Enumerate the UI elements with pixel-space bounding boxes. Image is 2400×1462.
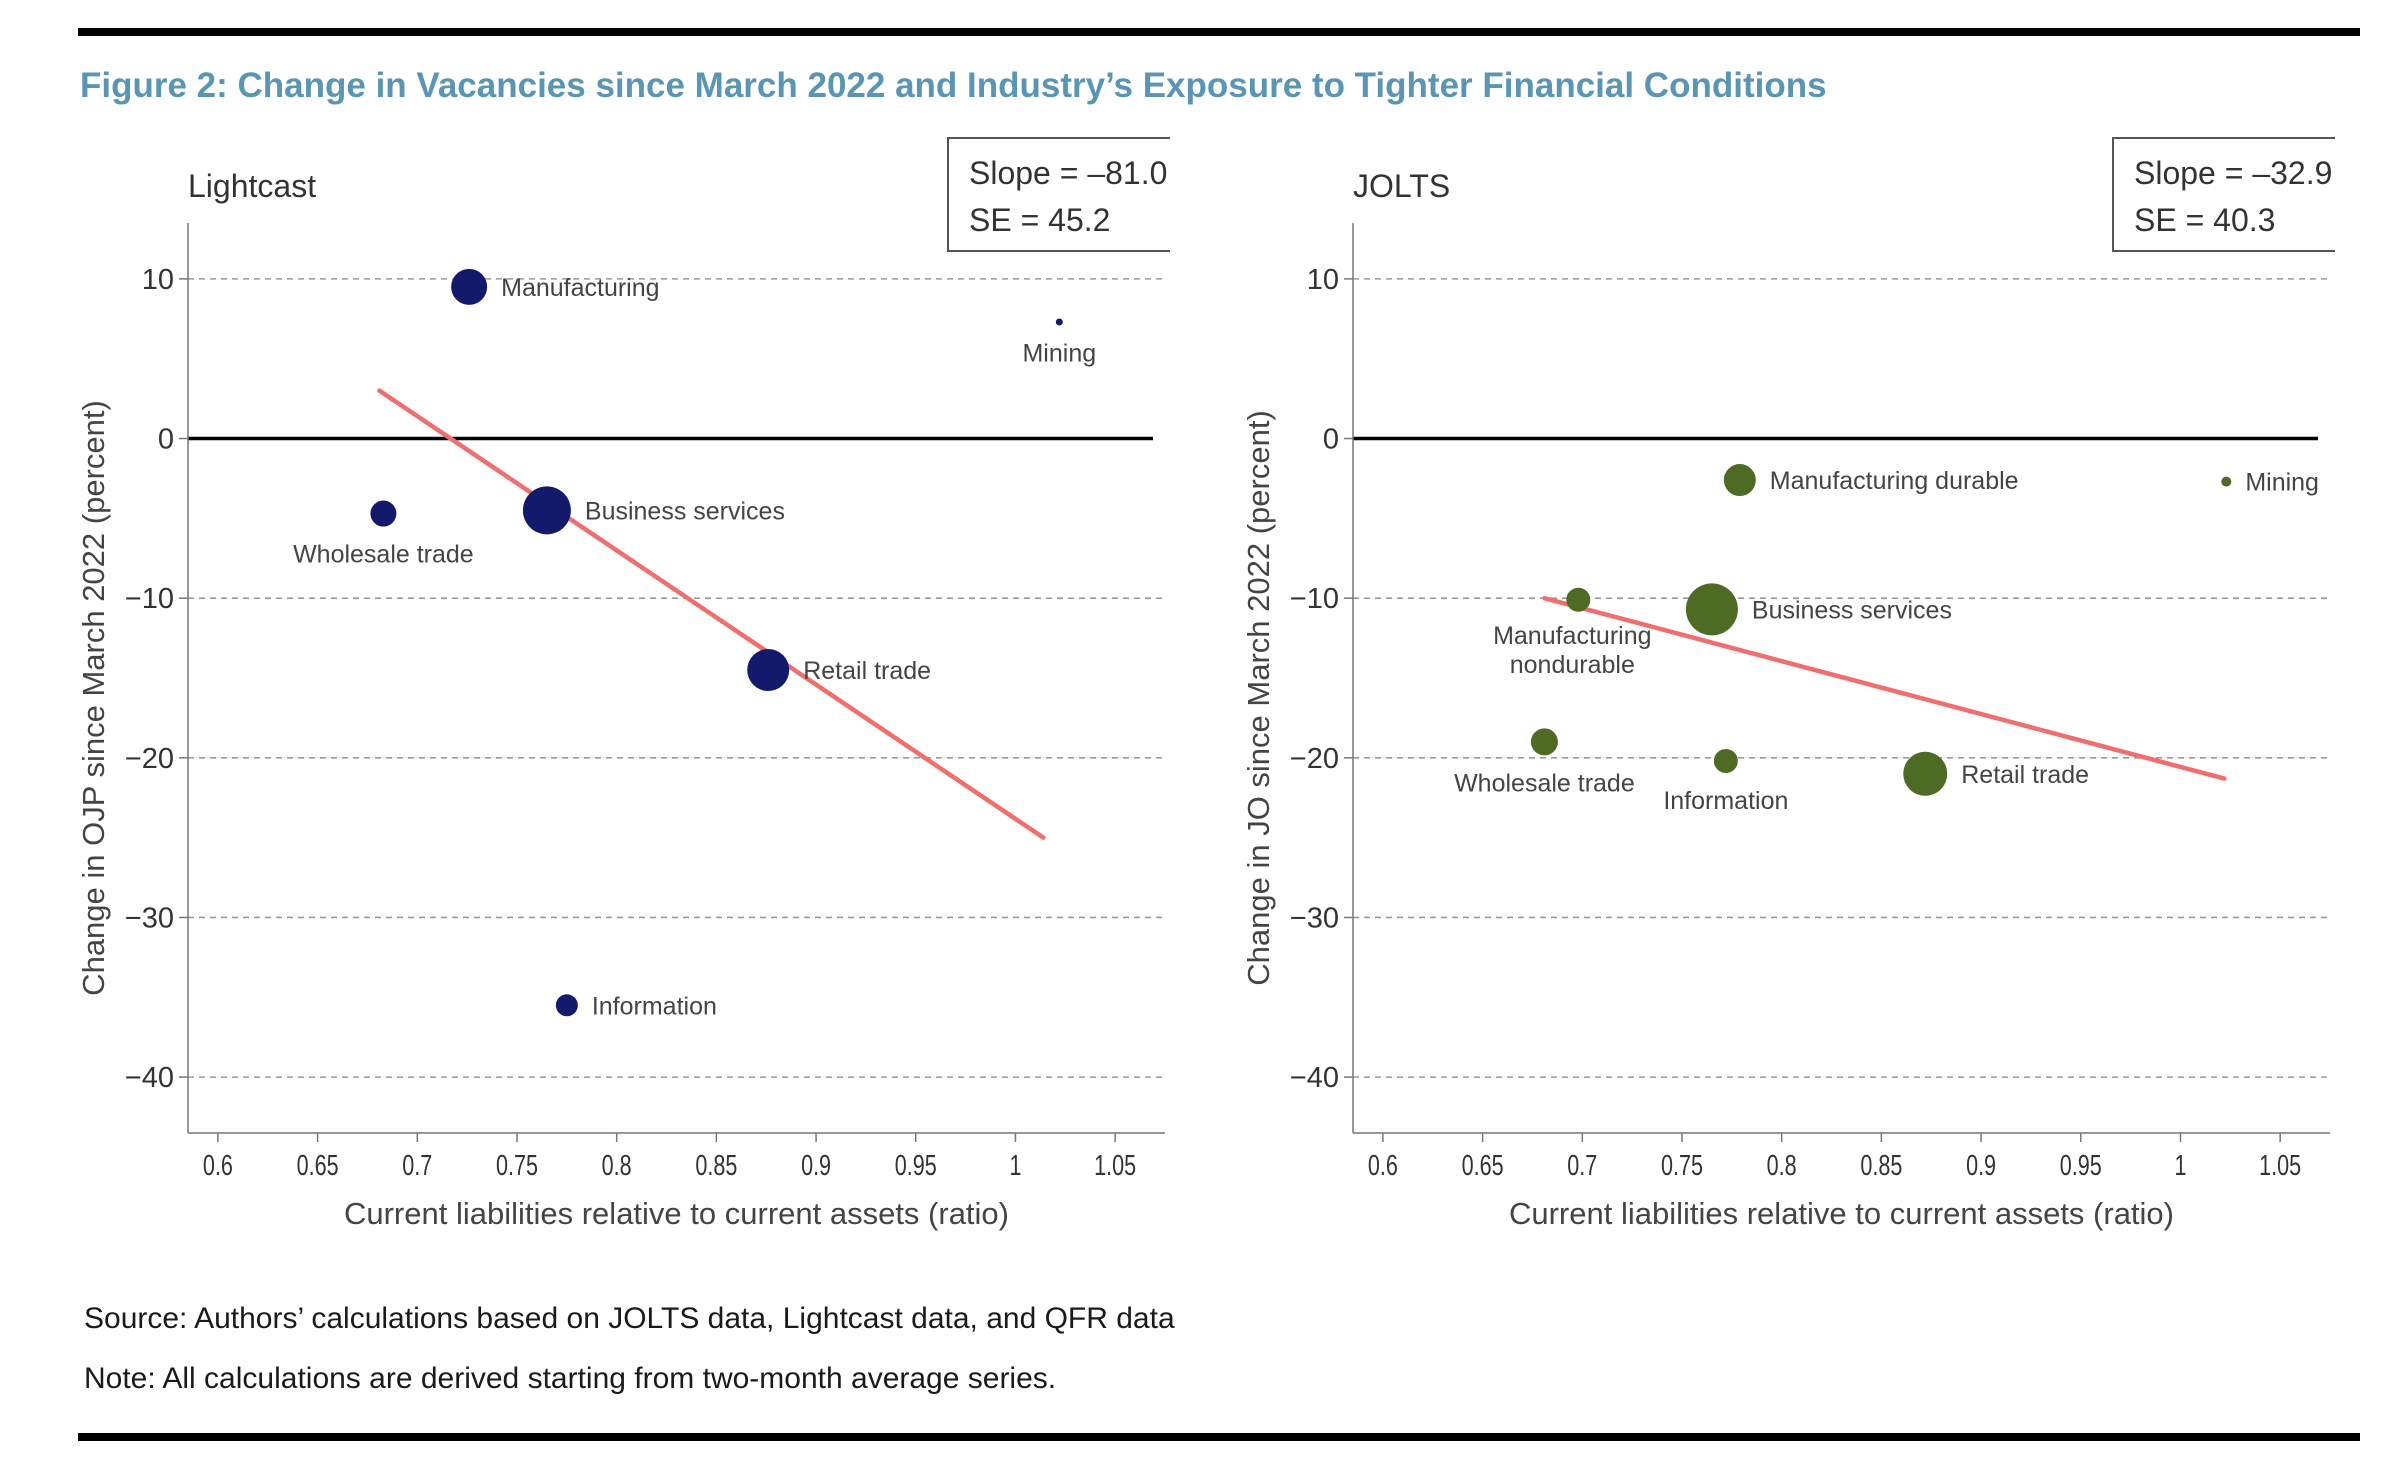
y-tick-label: 10 [142, 264, 174, 296]
point-label: Mining [2245, 469, 2319, 497]
y-tick-label: −10 [1290, 583, 1339, 615]
data-point [747, 649, 790, 692]
point-label: Manufacturing nondurable [1493, 622, 1651, 679]
data-point [2221, 476, 2232, 487]
x-tick-label: 0.75 [1661, 1150, 1703, 1182]
point-label: Business services [585, 497, 785, 525]
y-tick-label: 10 [1307, 264, 1339, 296]
y-tick-label: −40 [125, 1062, 174, 1094]
trend-line [1542, 595, 2227, 781]
x-tick-label: 1.05 [2259, 1150, 2301, 1182]
x-tick-label: 0.95 [895, 1150, 937, 1182]
y-tick-label: −20 [125, 743, 174, 775]
data-point [1713, 749, 1738, 774]
y-tick-label: −30 [1290, 902, 1339, 934]
x-tick-label: 0.7 [402, 1150, 432, 1182]
data-point [370, 500, 397, 527]
x-tick-label: 0.85 [695, 1150, 737, 1182]
x-tick-label: 0.6 [203, 1150, 233, 1182]
x-tick-label: 1 [2174, 1150, 2186, 1182]
y-axis-label: Change in JO since March 2022 (percent) [1241, 410, 1276, 986]
stats-box [947, 137, 1170, 252]
point-label: Wholesale trade [293, 541, 474, 569]
figure-title: Figure 2: Change in Vacancies since Marc… [80, 66, 1827, 105]
top-rule [78, 28, 2360, 36]
y-axis-label: Change in OJP since March 2022 (percent) [76, 400, 111, 996]
data-point [1055, 318, 1063, 326]
calculation-note: Note: All calculations are derived start… [84, 1362, 1057, 1395]
se-text: SE = 45.2 [969, 202, 1110, 238]
x-tick-label: 0.8 [602, 1150, 632, 1182]
x-tick-label: 0.8 [1767, 1150, 1797, 1182]
data-point [1566, 587, 1591, 612]
slope-text: Slope = –81.0 [969, 155, 1167, 191]
point-label: Wholesale trade [1454, 769, 1635, 797]
x-tick-label: 0.95 [2060, 1150, 2102, 1182]
y-tick-label: −10 [125, 583, 174, 615]
point-label: Manufacturing durable [1770, 467, 2019, 495]
y-tick-label: 0 [158, 424, 174, 456]
x-axis-label: Current liabilities relative to current … [344, 1196, 1009, 1231]
x-tick-label: 0.75 [496, 1150, 538, 1182]
panel-title: Lightcast [188, 168, 316, 204]
point-label: Retail trade [1961, 761, 2089, 789]
point-label: Information [1663, 787, 1788, 815]
x-tick-label: 0.65 [1462, 1150, 1504, 1182]
point-label: Business services [1752, 596, 1952, 624]
x-tick-label: 0.9 [801, 1150, 831, 1182]
x-tick-label: 0.6 [1368, 1150, 1398, 1182]
y-tick-label: −20 [1290, 743, 1339, 775]
source-note: Source: Authors’ calculations based on J… [84, 1302, 1175, 1335]
x-tick-label: 0.65 [297, 1150, 339, 1182]
data-point [1685, 583, 1738, 636]
slope-text: Slope = –32.9 [2134, 155, 2332, 191]
data-point [1903, 751, 1948, 796]
y-tick-label: −30 [125, 902, 174, 934]
data-point [522, 486, 571, 535]
x-tick-label: 0.7 [1567, 1150, 1597, 1182]
lightcast-chart: Lightcast Slope = –81.0 SE = 45.2 10 0 −10 −20… [76, 137, 1170, 1231]
jolts-chart: JOLTS Slope = –32.9 SE = 40.3 10 0 −10 −20 −30 −… [1241, 137, 2335, 1231]
stats-box [2112, 137, 2335, 252]
x-tick-label: 1 [1009, 1150, 1021, 1182]
panel-title: JOLTS [1353, 168, 1450, 204]
point-label: Retail trade [803, 657, 931, 685]
x-tick-label: 0.9 [1966, 1150, 1996, 1182]
y-tick-label: 0 [1323, 424, 1339, 456]
point-label: Manufacturing [501, 274, 659, 302]
y-tick-label: −40 [1290, 1062, 1339, 1094]
data-point [1723, 464, 1756, 497]
point-label: Information [592, 992, 717, 1020]
x-tick-label: 1.05 [1094, 1150, 1136, 1182]
trend-line [377, 388, 1046, 840]
data-point [451, 268, 488, 305]
x-axis-label: Current liabilities relative to current … [1509, 1196, 2174, 1231]
data-point [555, 994, 578, 1017]
x-tick-label: 0.85 [1860, 1150, 1902, 1182]
se-text: SE = 40.3 [2134, 202, 2275, 238]
point-label: Mining [1022, 339, 1096, 367]
data-point [1530, 728, 1558, 756]
bottom-rule [78, 1433, 2360, 1441]
